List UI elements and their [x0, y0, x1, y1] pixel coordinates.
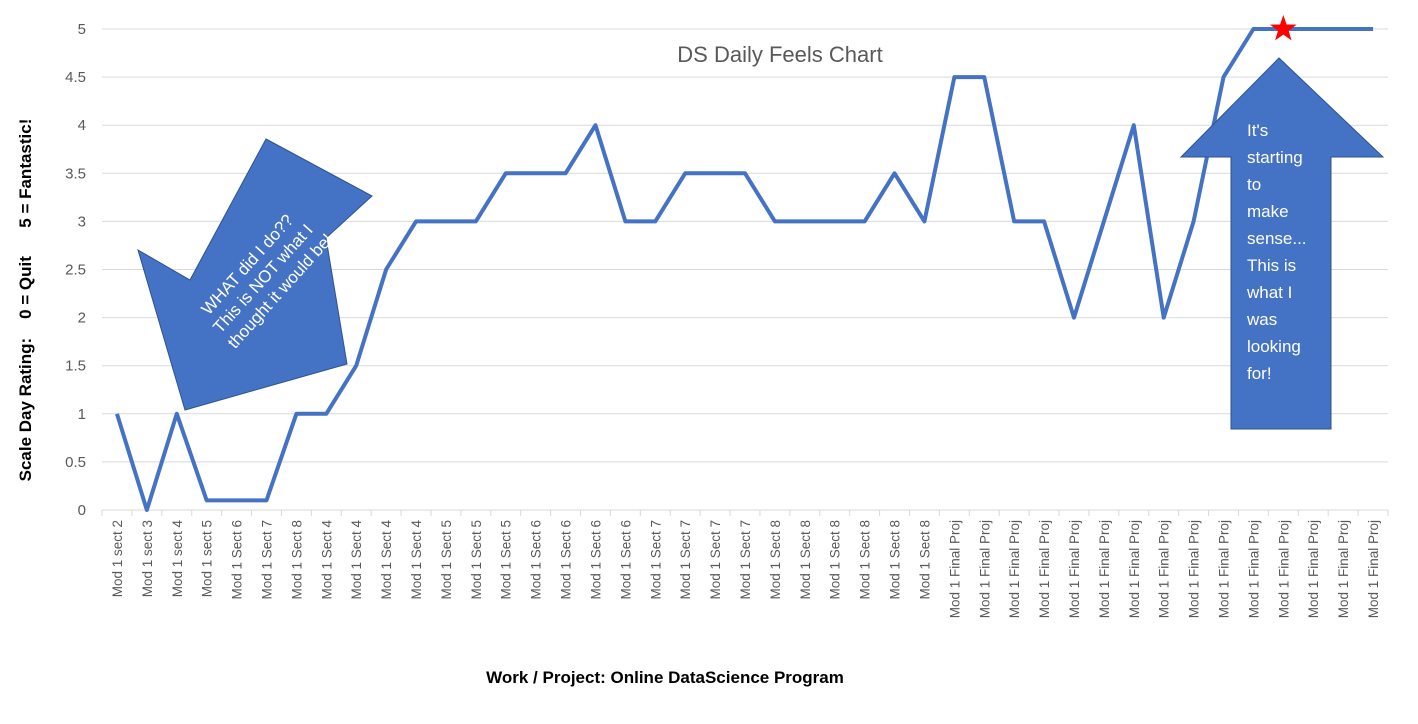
x-tick-label: Mod 1 Sect 8 [858, 520, 873, 600]
series-line [115, 27, 1374, 512]
x-tick-label: Mod 1 Sect 4 [379, 520, 394, 600]
callout-arrow-down: WHAT did I do?? This is NOT what I thoug… [137, 138, 373, 411]
x-tick-label: Mod 1 Sect 7 [648, 520, 663, 600]
x-tick-label: Mod 1 sect 3 [140, 520, 155, 597]
x-tick-label: Mod 1 Sect 7 [738, 520, 753, 600]
x-tick-label: Mod 1 Sect 6 [618, 520, 633, 600]
y-tick-label: 2 [78, 310, 86, 327]
callout-text-2: It's starting to make sense... This is w… [1246, 121, 1311, 383]
x-tick-label: Mod 1 sect 5 [200, 520, 215, 597]
x-tick-label: Mod 1 Final Proj [947, 520, 962, 618]
x-tick-label: Mod 1 Sect 6 [230, 520, 245, 600]
chart-title: DS Daily Feels Chart [677, 42, 882, 67]
x-tick-label: Mod 1 Final Proj [1007, 520, 1022, 618]
x-tick-label: Mod 1 Sect 7 [259, 520, 274, 600]
x-tick-label: Mod 1 Sect 4 [349, 520, 364, 600]
x-tick-label: Mod 1 Final Proj [1037, 520, 1052, 618]
y-tick-labels: 0 0.5 1 1.5 2 2.5 3 3.5 4 4.5 5 [65, 21, 86, 519]
x-axis-title: Work / Project: Online DataScience Progr… [486, 668, 844, 687]
callout-arrow-up: It's starting to make sense... This is w… [1179, 57, 1385, 430]
x-tick-label: Mod 1 Final Proj [1097, 520, 1112, 618]
y-tick-label: 3 [78, 213, 86, 230]
y-axis-title: Scale Day Rating: 0 = Quit 5 = Fantastic… [16, 119, 35, 482]
x-tick-label: Mod 1 Final Proj [1067, 520, 1082, 618]
x-tick-labels: Mod 1 sect 2 Mod 1 sect 3 Mod 1 sect 4 Mod … [101, 510, 1389, 618]
x-tick-label: Mod 1 Final Proj [1246, 520, 1261, 618]
x-tick-label: Mod 1 Sect 6 [529, 520, 544, 600]
x-tick-label: Mod 1 Final Proj [1217, 520, 1232, 618]
x-tick-label: Mod 1 Sect 4 [319, 520, 334, 600]
x-tick-label: Mod 1 Final Proj [1127, 520, 1142, 618]
x-tick-label: Mod 1 Sect 7 [678, 520, 693, 600]
x-tick-label: Mod 1 Final Proj [1366, 520, 1381, 618]
down-left-arrow-icon [137, 138, 373, 411]
x-tick-label: Mod 1 Final Proj [1336, 520, 1351, 618]
star-icon [1270, 15, 1297, 41]
x-tick-label: Mod 1 sect 2 [110, 520, 125, 597]
y-tick-label: 0.5 [65, 454, 86, 471]
x-tick-label: Mod 1 Sect 6 [559, 520, 574, 600]
y-tick-label: 4.5 [65, 69, 86, 86]
x-tick-label: Mod 1 Sect 8 [768, 520, 783, 600]
y-tick-label: 0 [78, 502, 86, 519]
x-tick-label: Mod 1 Final Proj [1306, 520, 1321, 618]
y-tick-label: 1 [78, 406, 86, 423]
x-tick-label: Mod 1 Sect 8 [888, 520, 903, 600]
x-tick-label: Mod 1 Sect 7 [708, 520, 723, 600]
x-tick-label: Mod 1 Sect 8 [798, 520, 813, 600]
y-tick-label: 2.5 [65, 262, 86, 279]
x-tick-label: Mod 1 Sect 6 [588, 520, 603, 600]
x-tick-label: Mod 1 Sect 5 [469, 520, 484, 600]
x-tick-label: Mod 1 sect 4 [170, 520, 185, 598]
x-tick-label: Mod 1 Sect 5 [499, 520, 514, 600]
x-tick-label: Mod 1 Final Proj [1157, 520, 1172, 618]
x-tick-label: Mod 1 Sect 8 [917, 520, 932, 600]
y-tick-label: 1.5 [65, 358, 86, 375]
x-tick-label: Mod 1 Final Proj [1276, 520, 1291, 618]
star-marker [1270, 15, 1297, 41]
x-tick-label: Mod 1 Sect 8 [289, 520, 304, 600]
y-tick-label: 5 [78, 21, 86, 38]
y-tick-label: 3.5 [65, 165, 86, 182]
y-tick-label: 4 [78, 117, 86, 134]
x-tick-label: Mod 1 Sect 8 [828, 520, 843, 600]
up-arrow-icon [1179, 57, 1385, 430]
x-tick-label: Mod 1 Sect 4 [409, 520, 424, 600]
x-tick-label: Mod 1 Final Proj [1187, 520, 1202, 618]
x-tick-label: Mod 1 Sect 5 [439, 520, 454, 600]
x-tick-label: Mod 1 Final Proj [977, 520, 992, 618]
